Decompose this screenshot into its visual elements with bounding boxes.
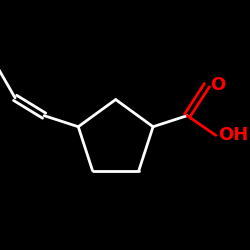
Text: OH: OH: [218, 126, 248, 144]
Text: O: O: [210, 76, 225, 94]
